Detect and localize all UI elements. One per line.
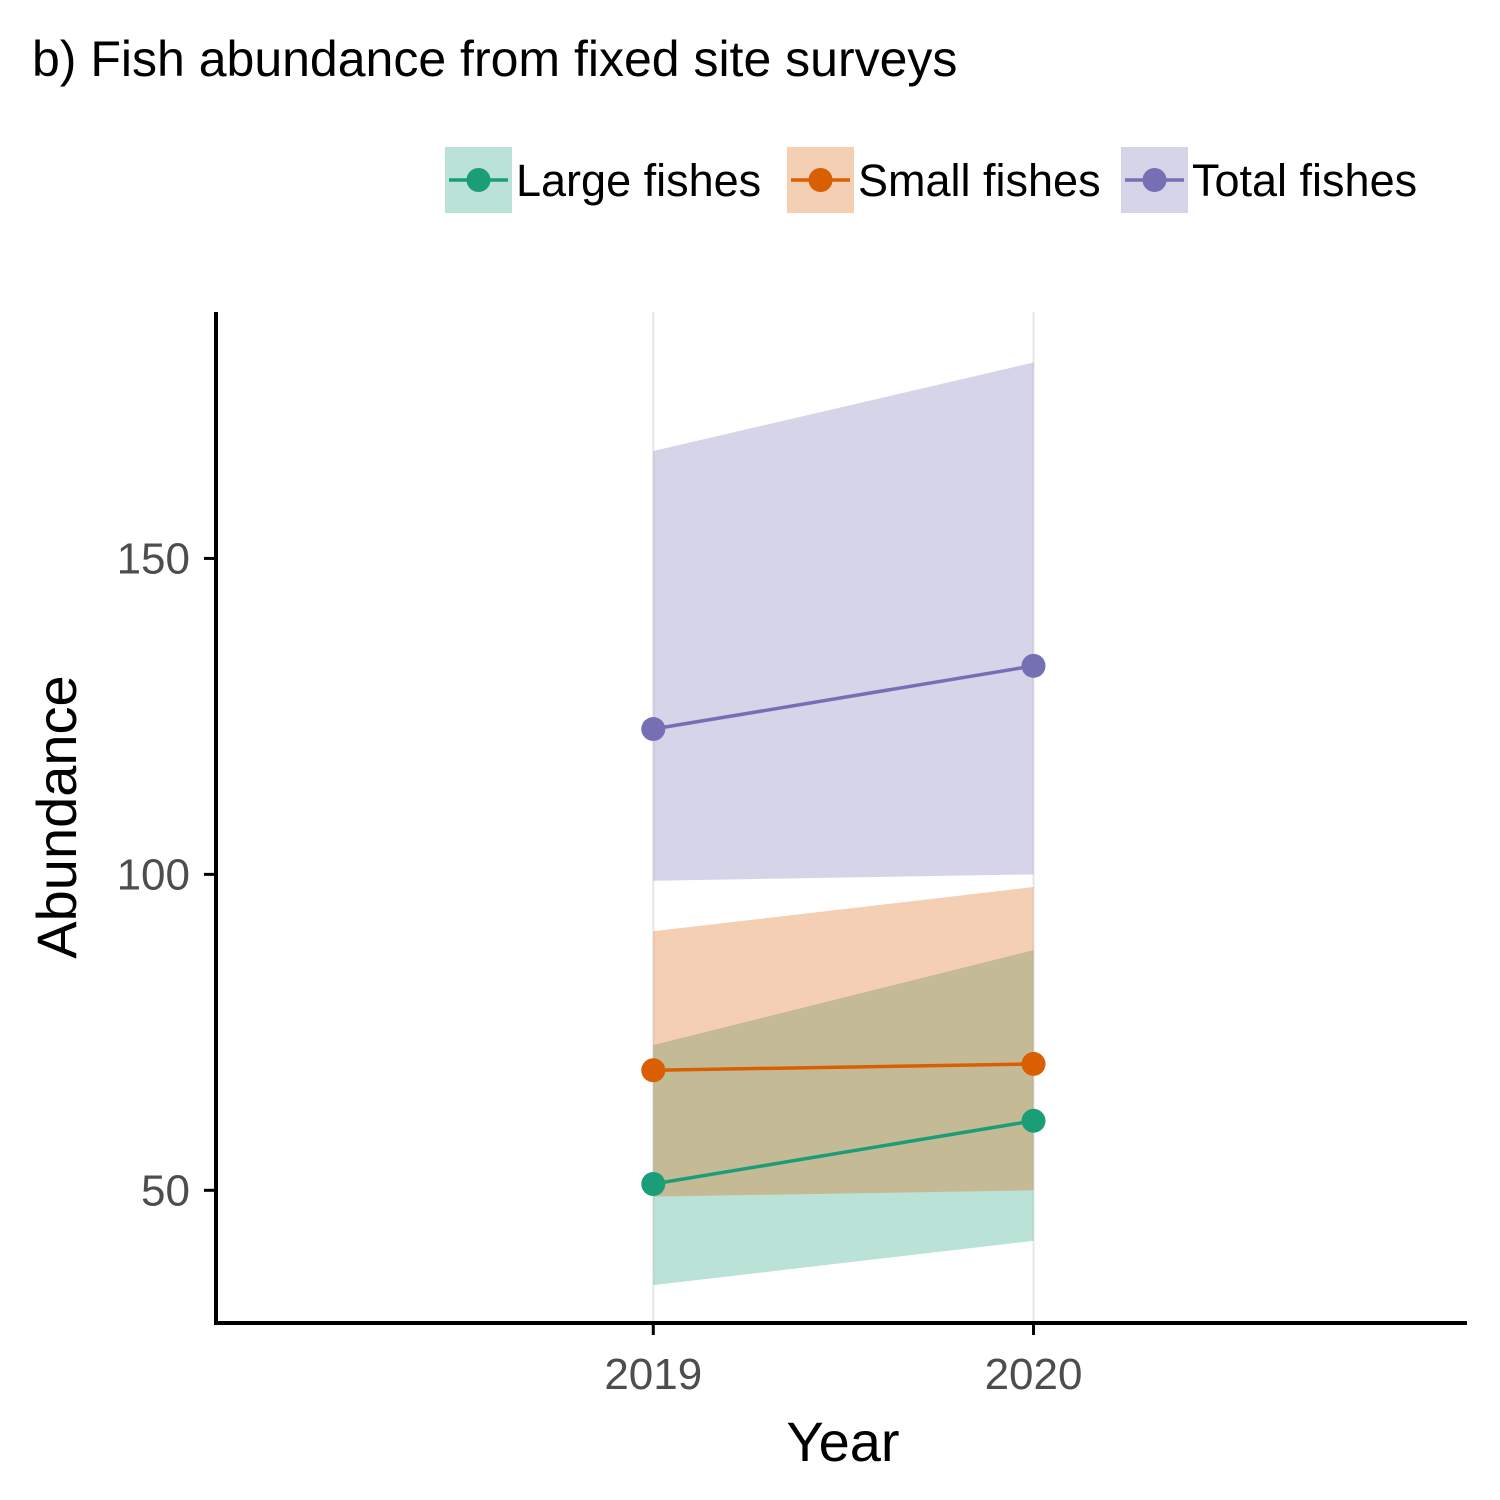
legend-marker-total-fishes [1142, 168, 1167, 192]
x-tick-label-2020: 2020 [985, 1350, 1083, 1399]
gridlines [652, 312, 1035, 1323]
point-large-fishes-2019 [641, 1171, 666, 1196]
point-small-fishes-2019 [641, 1058, 666, 1083]
point-total-fishes-2019 [641, 717, 666, 742]
line-total-fishes [652, 664, 1034, 731]
series-points [641, 653, 1046, 1196]
legend-marker-small-fishes [808, 168, 833, 192]
point-total-fishes-2020 [1021, 653, 1046, 678]
x-tick-label-2019: 2019 [604, 1350, 702, 1399]
y-tick-label-50: 50 [141, 1166, 190, 1215]
legend-item-small-fishes: Small fishes [787, 147, 1101, 213]
point-small-fishes-2020 [1021, 1051, 1046, 1076]
legend-marker-large-fishes [466, 168, 491, 192]
y-axis-ticks: 50 100 150 [117, 534, 216, 1215]
y-axis-label: Abundance [25, 675, 88, 958]
series-lines [652, 664, 1034, 1186]
legend-item-total-fishes: Total fishes [1121, 147, 1417, 213]
band-total-fishes [653, 362, 1034, 881]
legend: Large fishes Small fishes Total fishes [445, 147, 1417, 213]
point-large-fishes-2020 [1021, 1108, 1046, 1133]
legend-label-total-fishes: Total fishes [1192, 155, 1417, 206]
x-axis-ticks: 2019 2020 [604, 1323, 1082, 1399]
band-small-fishes [653, 887, 1034, 1197]
legend-label-small-fishes: Small fishes [858, 155, 1101, 206]
confidence-bands [653, 362, 1034, 1286]
legend-item-large-fishes: Large fishes [445, 147, 761, 213]
chart-title: b) Fish abundance from fixed site survey… [32, 31, 957, 87]
legend-label-large-fishes: Large fishes [516, 155, 761, 206]
y-tick-label-150: 150 [117, 534, 190, 583]
y-tick-label-100: 100 [117, 850, 190, 899]
line-small-fishes [653, 1062, 1034, 1072]
x-axis-label: Year [786, 1410, 899, 1473]
line-large-fishes [652, 1119, 1034, 1186]
band-large-fishes [653, 950, 1034, 1286]
